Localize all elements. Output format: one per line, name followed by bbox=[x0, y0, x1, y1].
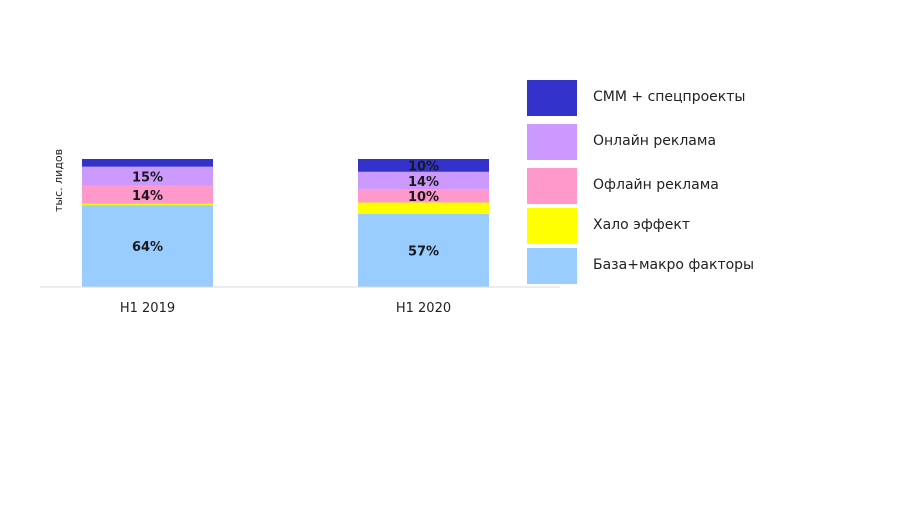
segment-data-label: 57% bbox=[408, 245, 439, 260]
x-tick-label: H1 2020 bbox=[396, 301, 451, 316]
legend-label: Офлайн реклама bbox=[593, 177, 719, 193]
bar-segment bbox=[82, 205, 213, 287]
legend-item: Онлайн реклама bbox=[527, 124, 887, 160]
legend-swatch bbox=[527, 248, 577, 284]
legend-label: База+макро факторы bbox=[593, 257, 755, 273]
bars-group bbox=[82, 159, 489, 287]
bar-segment bbox=[358, 171, 489, 190]
segment-data-label: 14% bbox=[408, 175, 439, 190]
bar-segment bbox=[358, 159, 489, 172]
x-tick-label: H1 2019 bbox=[120, 301, 175, 316]
segment-data-label: 10% bbox=[408, 190, 439, 205]
segment-data-label: 10% bbox=[408, 159, 439, 174]
legend-swatch bbox=[527, 80, 577, 116]
bar-segment bbox=[82, 203, 213, 206]
legend-label: Онлайн реклама bbox=[593, 133, 717, 149]
legend-item: База+макро факторы bbox=[527, 248, 887, 284]
segment-labels-group: 64%14%15%57%10%14%10% bbox=[132, 159, 439, 259]
legend-label: Хало эффект bbox=[593, 217, 690, 233]
legend-swatch bbox=[527, 208, 577, 244]
legend-label: СММ + спецпроекты bbox=[593, 89, 746, 105]
legend-item: Хало эффект bbox=[527, 208, 887, 244]
legend-swatch bbox=[527, 124, 577, 160]
legend-item: СММ + спецпроекты bbox=[527, 80, 887, 116]
x-tick-labels-group: H1 2019 H1 2020 bbox=[120, 301, 451, 316]
bar-segment bbox=[358, 202, 489, 214]
bar-segment bbox=[82, 166, 213, 186]
segment-data-label: 14% bbox=[132, 189, 163, 204]
y-axis-title: тыс. лидов bbox=[52, 149, 65, 212]
bar-segment bbox=[82, 185, 213, 204]
segment-data-label: 64% bbox=[132, 240, 163, 255]
bar-segment bbox=[358, 189, 489, 203]
legend-swatch bbox=[527, 168, 577, 204]
bar-segment bbox=[358, 214, 489, 287]
segment-data-label: 15% bbox=[132, 170, 163, 185]
bar-segment bbox=[82, 159, 213, 167]
legend-item: Офлайн реклама bbox=[527, 168, 887, 204]
